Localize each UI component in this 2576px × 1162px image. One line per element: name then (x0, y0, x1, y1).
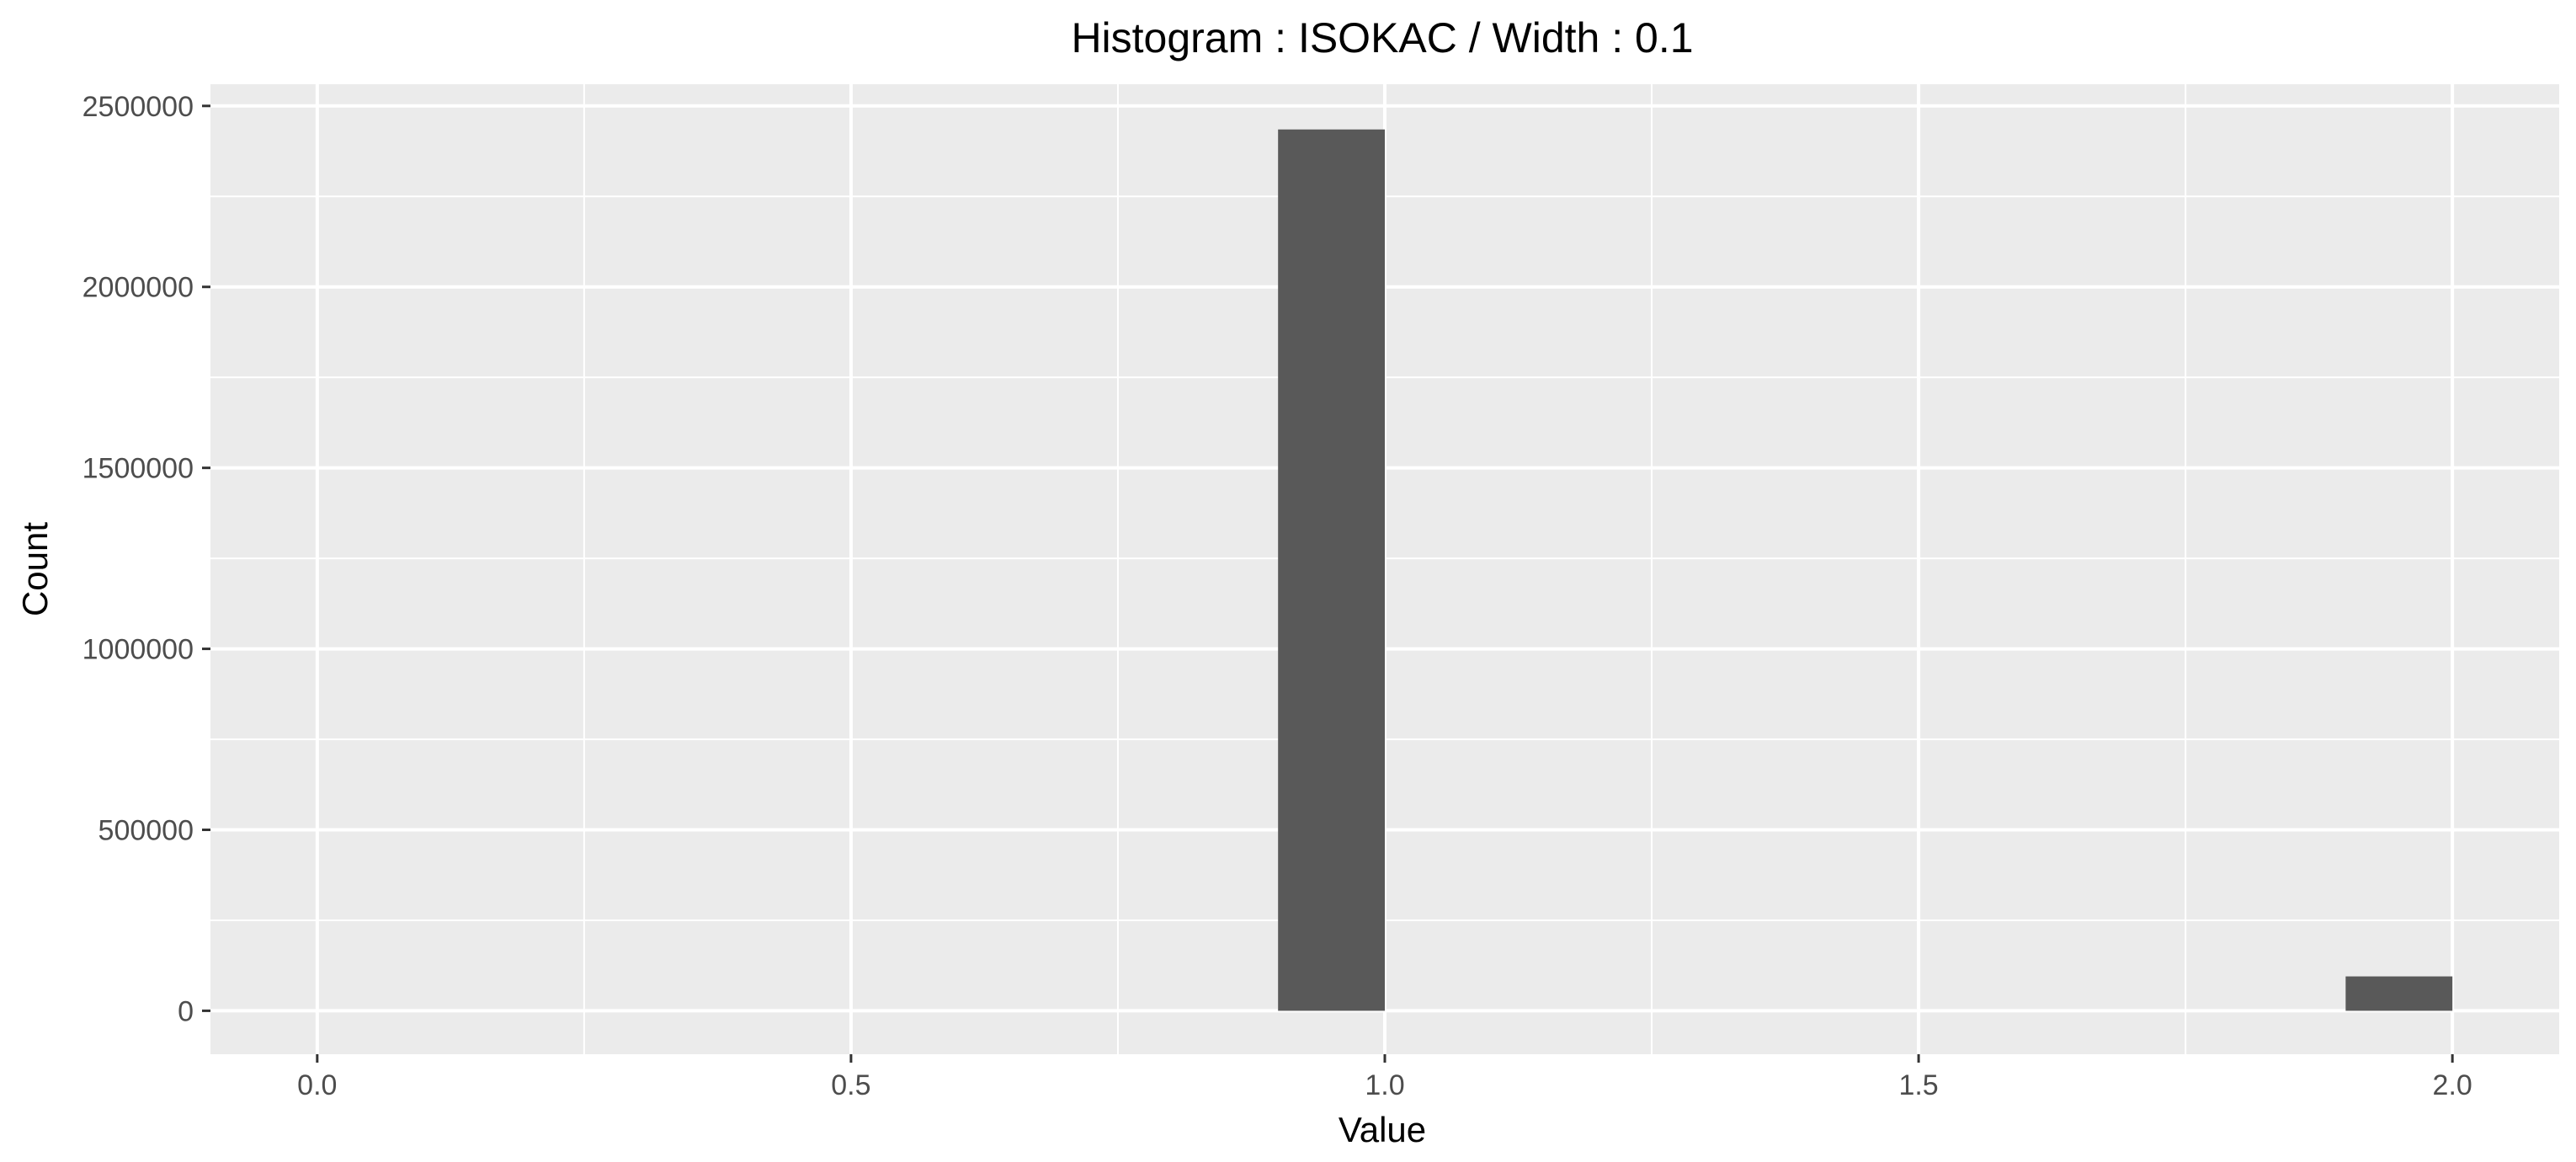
y-tick-label: 2500000 (82, 91, 194, 123)
y-tick-label: 1000000 (82, 634, 194, 666)
y-tick-label: 2000000 (82, 272, 194, 304)
bars (1278, 129, 2453, 1011)
grid-lines (210, 84, 2559, 1054)
x-tick-label: 0.0 (297, 1069, 337, 1101)
y-tick-label: 0 (178, 995, 194, 1027)
x-tick-label: 1.5 (1898, 1069, 1938, 1101)
histogram-bar (2345, 976, 2453, 1011)
y-axis: 0 500000 1000000 1500000 2000000 2500000 (82, 91, 210, 1027)
y-axis-label: Count (15, 522, 55, 616)
x-axis-label: Value (1339, 1110, 1426, 1149)
x-axis: 0.0 0.5 1.0 1.5 2.0 (297, 1054, 2472, 1101)
x-tick-label: 2.0 (2433, 1069, 2472, 1101)
histogram-bar (1278, 129, 1385, 1011)
x-tick-label: 1.0 (1365, 1069, 1404, 1101)
chart-title: Histogram : ISOKAC / Width : 0.1 (1071, 14, 1693, 61)
y-tick-label: 500000 (98, 814, 194, 846)
x-tick-label: 0.5 (831, 1069, 870, 1101)
y-tick-label: 1500000 (82, 453, 194, 485)
